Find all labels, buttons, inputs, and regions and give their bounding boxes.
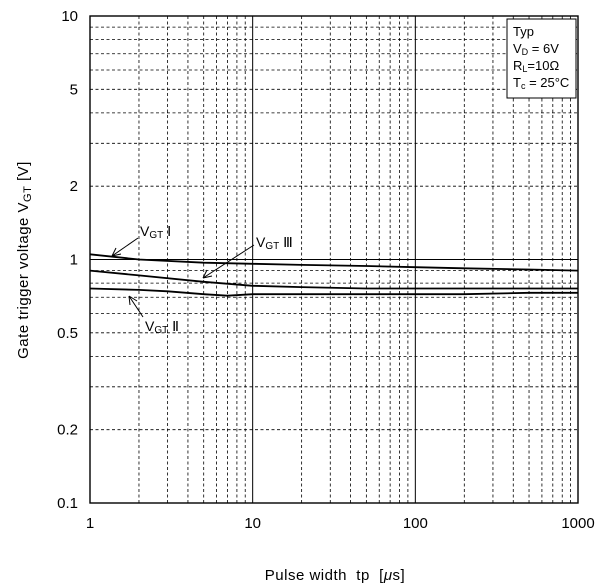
grid xyxy=(89,15,579,504)
series-line-vgt xyxy=(89,287,578,297)
test-conditions-box: Typ VD = 6V RL=10Ω Tc = 25°C xyxy=(506,18,577,99)
x-axis-title: Pulse width tp [μs] xyxy=(265,567,405,584)
annotation-arrow-vgt-1 xyxy=(111,237,139,257)
annotation-arrow-vgt-3 xyxy=(202,244,255,279)
conditions-line-vd: VD = 6V xyxy=(513,41,559,57)
series-line-vgt xyxy=(89,269,578,290)
plot-frame xyxy=(89,15,579,504)
x-tick-label: 100 xyxy=(403,515,428,532)
annotation-arrow-vgt-2 xyxy=(128,295,144,318)
conditions-line-rl: RL=10Ω xyxy=(513,58,559,74)
y-tick-label: 10 xyxy=(61,8,78,25)
y-tick-label: 0.2 xyxy=(57,422,78,439)
x-tick-label: 1000 xyxy=(561,515,594,532)
y-tick-label: 1 xyxy=(70,252,78,269)
y-tick-label: 5 xyxy=(70,81,78,98)
conditions-line-tc: Tc = 25°C xyxy=(513,75,569,91)
y-tick-label: 0.1 xyxy=(57,495,78,512)
conditions-line-typ: Typ xyxy=(513,24,534,39)
annotation-vgt-2: VGT Ⅱ xyxy=(145,318,179,336)
x-tick-label: 10 xyxy=(244,515,261,532)
y-tick-label: 2 xyxy=(70,178,78,195)
y-tick-label: 0.5 xyxy=(57,325,78,342)
y-axis-title: Gate trigger voltage VGT [V] xyxy=(15,161,34,359)
tick-labels: 1 10 100 1000 0.1 0.2 0.5 1 2 5 10 xyxy=(57,8,595,532)
annotation-vgt-1: VGT Ⅰ xyxy=(140,223,171,241)
x-tick-label: 1 xyxy=(86,515,94,532)
series-annotations: VGT Ⅰ VGT Ⅲ VGT Ⅱ xyxy=(111,223,293,336)
annotation-vgt-3: VGT Ⅲ xyxy=(256,234,293,252)
curves xyxy=(89,253,579,297)
series-line-vgt xyxy=(89,253,579,272)
